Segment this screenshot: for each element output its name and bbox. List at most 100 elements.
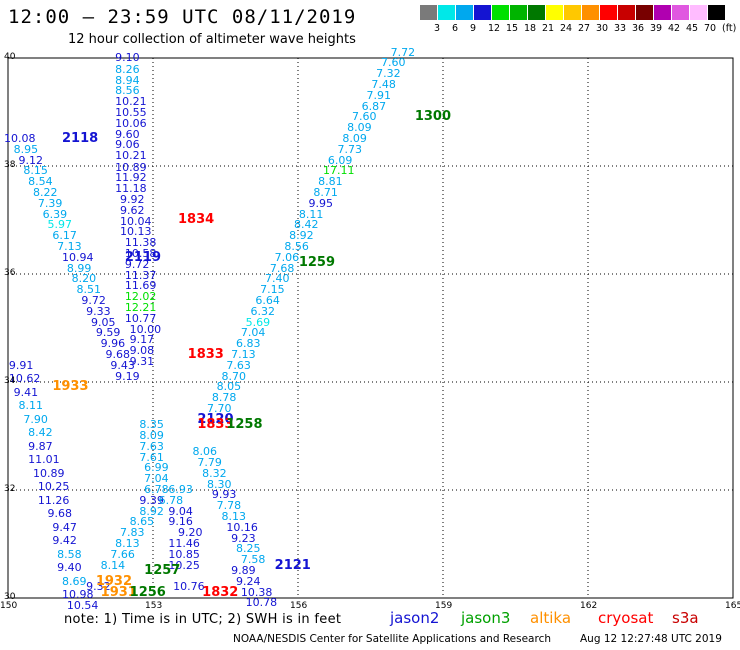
wave-height-label: 9.24 <box>236 574 261 588</box>
wave-height-label: 11.01 <box>28 453 60 467</box>
scale-label: 3 <box>434 23 441 34</box>
scale-label: 6 <box>452 23 459 34</box>
wave-height-label: 9.17 <box>129 333 155 347</box>
wave-height-label: 7.39 <box>37 196 63 210</box>
longitude-tick-label: 159 <box>435 601 453 611</box>
wave-height-label: 7.79 <box>197 456 222 469</box>
wave-height-label: 8.09 <box>347 121 372 135</box>
pass-time-label: 1256 <box>129 584 166 600</box>
wave-height-label: 10.25 <box>37 480 70 494</box>
wave-height-label: 6.17 <box>52 229 77 243</box>
units-note: note: 1) Time is in UTC; 2) SWH is in fe… <box>64 612 342 627</box>
wave-height-label: 9.92 <box>120 193 145 207</box>
wave-height-label: 10.98 <box>62 588 94 602</box>
wave-height-label: 8.13 <box>115 537 140 550</box>
wave-height-label: 8.32 <box>202 466 227 480</box>
longitude-tick-label: 162 <box>580 601 598 611</box>
wave-height-label: 7.60 <box>381 56 406 70</box>
wave-height-label: 9.33 <box>86 304 111 318</box>
scale-label: 27 <box>578 23 591 34</box>
map-plot-area: 9.10 8.26 8.94 8.56 10.21 10.55 10.06 9.60 9.06 1… <box>4 46 734 612</box>
wave-height-label: 8.09 <box>342 132 367 145</box>
wave-height-label: 9.04 <box>168 504 193 518</box>
wave-height-label: 8.05 <box>216 380 242 394</box>
wave-height-label: 8.51 <box>76 283 102 297</box>
plot-frame <box>7 57 734 599</box>
wave-height-label: 9.43 <box>110 358 135 372</box>
wave-height-label: 10.38 <box>240 585 273 599</box>
scale-label: 42 <box>668 23 681 34</box>
wave-height-label: 8.70 <box>221 369 247 383</box>
wave-height-label: 9.72 <box>81 294 106 307</box>
wave-height-label: 8.99 <box>66 261 92 275</box>
wave-height-label: 11.69 <box>124 279 157 293</box>
longitude-tick-label: 150 <box>0 601 18 611</box>
wave-height-label: 9.89 <box>231 564 256 577</box>
wave-height-label: 7.58 <box>240 553 266 567</box>
wave-height-label: 11.18 <box>115 182 147 196</box>
wave-height-labels: 9.10 8.26 8.94 8.56 10.21 10.55 10.06 9.60 9.06 1… <box>4 46 733 612</box>
latitude-tick-label: 32 <box>4 484 16 494</box>
pass-time-label: 2121 <box>274 557 311 573</box>
scale-label: 18 <box>524 23 537 34</box>
wave-height-label: 9.05 <box>91 315 116 329</box>
wave-height-label: 8.94 <box>115 73 140 87</box>
scale-swatch <box>546 5 563 20</box>
wave-height-label: 8.42 <box>28 426 53 440</box>
wave-height-label: 8.81 <box>318 175 343 189</box>
wave-height-label: 10.21 <box>115 149 147 163</box>
scale-label: 30 <box>596 23 609 34</box>
wave-height-label: 7.13 <box>57 240 82 253</box>
scale-swatch <box>528 5 545 20</box>
wave-height-label: 12.21 <box>124 301 157 315</box>
wave-height-label: 7.06 <box>274 250 300 264</box>
wave-height-label: 9.08 <box>129 344 155 358</box>
wave-height-label: 9.10 <box>115 51 140 64</box>
scale-swatch <box>636 5 653 20</box>
latitude-tick-label: 36 <box>4 268 16 278</box>
legend-altika: altika <box>530 609 572 627</box>
wave-height-label: 10.89 <box>33 466 65 480</box>
wave-height-label: 8.95 <box>13 142 39 156</box>
map-subtitle: 12 hour collection of altimeter wave hei… <box>68 32 356 47</box>
wave-height-label: 9.59 <box>95 326 121 340</box>
wave-height-label: 10.78 <box>245 596 278 610</box>
wave-height-label: 9.72 <box>124 257 150 271</box>
scale-label: 36 <box>632 23 645 34</box>
wave-height-label: 8.58 <box>57 547 82 561</box>
wave-height-label: 8.14 <box>100 558 126 572</box>
longitude-tick-label: 156 <box>290 601 308 611</box>
wave-height-label: 9.68 <box>47 507 73 521</box>
pass-time-label: 1259 <box>298 255 336 271</box>
wave-height-label: 7.72 <box>390 45 416 59</box>
wave-height-label: 9.68 <box>105 348 131 361</box>
scale-swatch <box>510 5 527 20</box>
pass-time-label: 2120 <box>197 411 234 427</box>
wave-height-label: 8.35 <box>139 418 164 432</box>
scale-swatch <box>438 5 455 20</box>
wave-height-label: 11.37 <box>124 268 157 282</box>
wave-height-label: 9.95 <box>308 196 334 210</box>
wave-height-label: 10.55 <box>115 106 147 120</box>
wave-height-label: 7.73 <box>337 142 363 156</box>
wave-height-label: 7.13 <box>231 348 256 361</box>
wave-height-label: 10.06 <box>115 116 147 130</box>
scale-swatch <box>672 5 689 20</box>
map-title: 12:00 – 23:59 UTC 08/11/2019 <box>8 6 357 28</box>
wave-height-label: 8.92 <box>289 229 314 243</box>
wave-height-label: 9.60 <box>115 127 140 141</box>
wave-height-label: 7.83 <box>120 526 145 540</box>
wave-height-label: 7.78 <box>216 499 242 513</box>
wave-height-label: 10.85 <box>168 547 200 561</box>
wave-height-label: 8.65 <box>129 515 155 529</box>
legend-jason2: jason2 <box>390 609 440 627</box>
scale-swatch <box>582 5 599 20</box>
wave-height-label: 6.93 <box>168 483 193 496</box>
scale-swatch <box>618 5 635 20</box>
wave-height-label: 9.39 <box>139 493 164 507</box>
wave-height-label: 10.00 <box>129 322 162 336</box>
wave-height-label: 7.70 <box>207 402 232 415</box>
pass-time-label: 1932 <box>95 573 133 589</box>
wave-height-label: 7.61 <box>139 450 164 464</box>
wave-height-label: 7.63 <box>226 358 251 372</box>
